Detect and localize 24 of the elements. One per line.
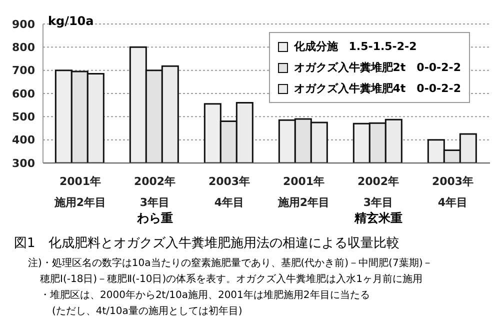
text: 図1 化成肥料とオガクズ入牛糞堆肥施用法の相違による収量比較 [14, 235, 400, 252]
y-tick-label: 300 [12, 156, 36, 170]
legend-label: 化成分施 1.5-1.5-2-2 [294, 39, 417, 54]
x-tick-label: 2002年3年目 [134, 175, 176, 209]
text: (ただし、4t/10a量の施用としては初年目) [52, 304, 242, 318]
y-axis-title: kg/10a [48, 14, 94, 28]
x-tick-label: 2002年3年目 [357, 175, 400, 209]
x-tick-label: 2001年施用2年目 [276, 175, 330, 209]
text: 精玄米重 [353, 210, 404, 227]
legend-label: オガクズ入牛糞堆肥4t 0-0-2-2 [294, 81, 461, 96]
text: ・堆肥区は、2000年から2t/10a施用、2001年は堆肥施用2年目に当たる [40, 288, 370, 302]
text: わら重 [136, 210, 174, 227]
y-tick-label: 600 [12, 87, 36, 100]
y-tick-label: 500 [12, 110, 36, 124]
text: 注)・処理区名の数字は10a当たりの窒素施肥量であり、基肥(代かき前)－中間肥(7葉期)－ [28, 256, 433, 270]
legend-label: オガクズ入牛糞堆肥2t 0-0-2-2 [294, 60, 461, 75]
x-tick-label: 2003年4年目 [208, 175, 250, 209]
y-tick-label: 900 [12, 18, 36, 31]
text: 穂肥Ⅰ(-18日)－穂肥Ⅱ(-10日)の体系を表す。オガクズ入牛糞堆肥は入水1ヶ月前に施用 [40, 272, 423, 286]
y-tick-label: 700 [12, 64, 36, 78]
y-tick-label: 400 [12, 134, 36, 147]
y-tick-label: 800 [12, 41, 36, 54]
x-tick-label: 2001年施用2年目 [53, 175, 106, 209]
x-tick-label: 2003年4年目 [432, 175, 474, 209]
